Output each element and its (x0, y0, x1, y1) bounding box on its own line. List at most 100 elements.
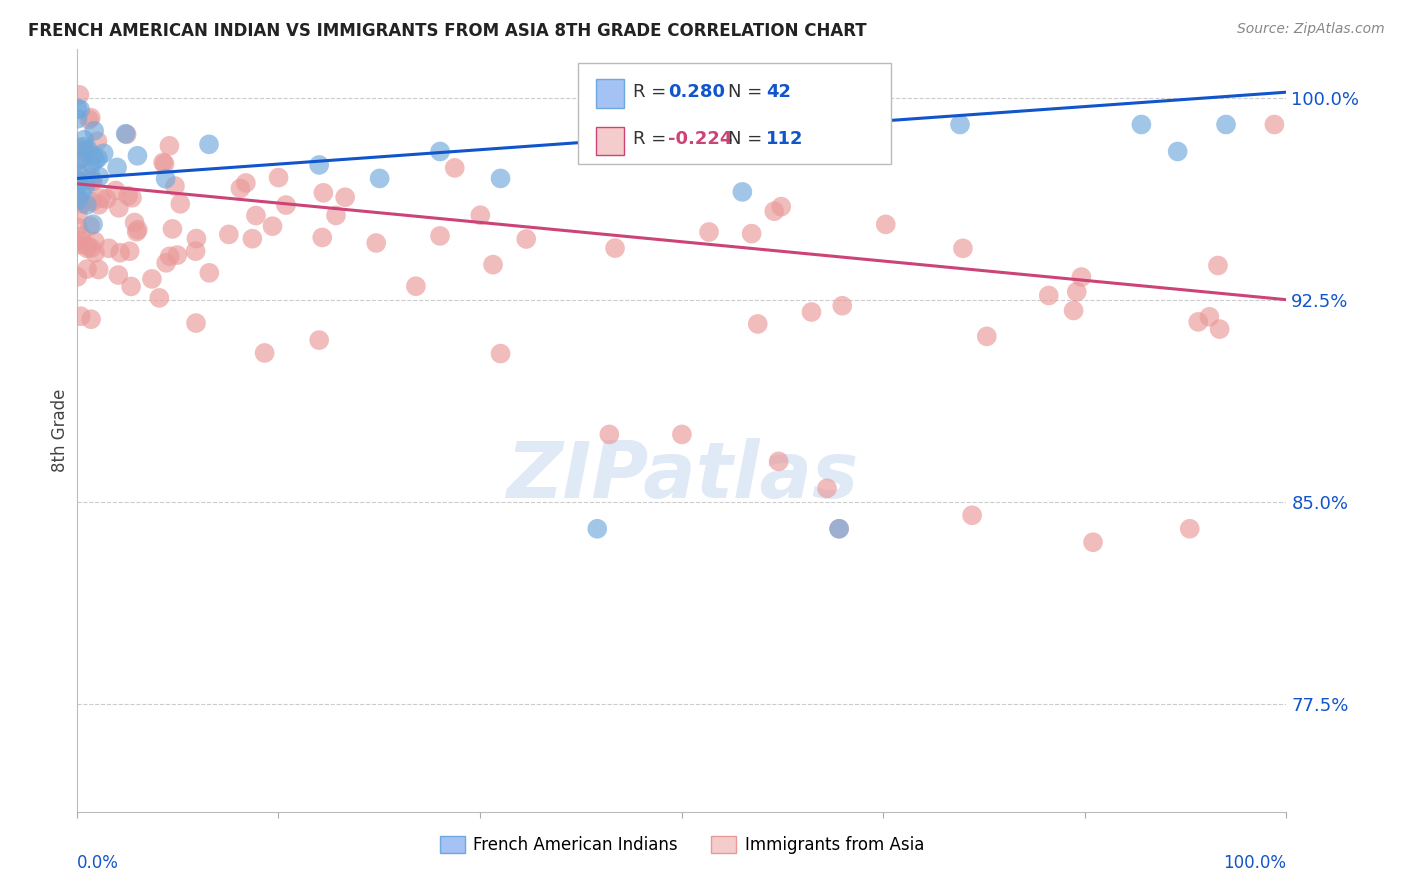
Point (66, 220, 89, 235)
Point (815, 481, 838, 495)
Point (108, 201, 131, 215)
Point (66, 269, 89, 284)
Point (82, 194, 104, 209)
Point (366, 235, 388, 250)
Point (1263, 118, 1285, 132)
Point (747, 317, 769, 331)
Y-axis label: 8th Grade: 8th Grade (51, 389, 69, 472)
Point (368, 171, 391, 186)
Point (67, 193, 90, 207)
Point (73, 139, 96, 153)
Text: R =: R = (633, 83, 678, 101)
Point (66, 140, 89, 154)
Point (741, 227, 763, 241)
Point (82, 217, 104, 231)
Point (80, 241, 103, 255)
Point (1215, 118, 1237, 132)
Point (66, 178, 89, 192)
Point (76, 142, 98, 156)
Text: -0.224: -0.224 (668, 130, 733, 148)
Point (253, 346, 276, 360)
Point (127, 149, 149, 163)
Point (1208, 322, 1230, 336)
Point (105, 161, 128, 175)
Point (1167, 145, 1189, 159)
Point (76, 145, 98, 160)
Point (67, 87, 90, 102)
Point (166, 248, 188, 262)
Point (153, 157, 176, 171)
Point (245, 209, 267, 223)
Point (66, 112, 89, 126)
Point (800, 305, 823, 319)
Point (75, 178, 97, 193)
Point (70, 152, 93, 166)
Point (308, 333, 330, 347)
Point (831, 299, 853, 313)
Point (69, 194, 91, 209)
Point (69, 103, 91, 117)
Text: ZIPatlas: ZIPatlas (506, 438, 858, 514)
Point (489, 346, 512, 360)
Point (79, 219, 101, 234)
Point (1038, 288, 1060, 302)
Point (157, 139, 180, 153)
Point (84, 246, 107, 260)
Point (162, 222, 184, 236)
Point (120, 279, 142, 293)
Point (96, 192, 118, 206)
Point (828, 522, 851, 536)
Text: 0.0%: 0.0% (77, 854, 120, 871)
Point (731, 185, 754, 199)
Point (308, 158, 330, 172)
Point (121, 191, 143, 205)
Point (768, 454, 790, 468)
Point (80, 111, 103, 125)
Point (90, 191, 112, 205)
Point (72, 144, 94, 158)
Point (87, 151, 110, 165)
Point (141, 272, 163, 286)
Point (148, 291, 170, 305)
Point (586, 522, 609, 536)
Text: N =: N = (728, 130, 775, 148)
Text: N =: N = (728, 83, 775, 101)
Point (262, 219, 284, 234)
Point (77, 112, 100, 127)
Point (86, 134, 108, 148)
Point (67, 234, 90, 248)
Point (235, 176, 257, 190)
Point (325, 209, 347, 223)
Point (267, 170, 290, 185)
Point (67, 237, 90, 252)
Point (429, 228, 451, 243)
Text: R =: R = (633, 130, 678, 148)
Point (70, 197, 93, 211)
Point (333, 190, 356, 204)
Point (763, 204, 786, 219)
Text: FRENCH AMERICAN INDIAN VS IMMIGRANTS FROM ASIA 8TH GRADE CORRELATION CHART: FRENCH AMERICAN INDIAN VS IMMIGRANTS FRO… (28, 22, 866, 40)
Point (470, 208, 492, 222)
Point (76, 239, 98, 253)
Point (125, 225, 148, 239)
Point (229, 181, 252, 195)
Point (82, 174, 104, 188)
Point (89, 169, 111, 184)
Point (66, 173, 89, 187)
Point (69, 310, 91, 324)
Text: Source: ZipAtlas.com: Source: ZipAtlas.com (1237, 22, 1385, 37)
Point (87, 262, 110, 277)
Point (107, 268, 129, 282)
Point (70, 229, 93, 244)
Point (69, 152, 91, 166)
Point (949, 118, 972, 132)
Point (73, 133, 96, 147)
Point (152, 155, 174, 169)
Point (93, 146, 115, 161)
Point (76, 241, 98, 255)
Point (875, 218, 897, 232)
Point (1187, 315, 1209, 329)
Point (70, 186, 93, 200)
Point (515, 232, 537, 246)
Point (960, 508, 983, 523)
